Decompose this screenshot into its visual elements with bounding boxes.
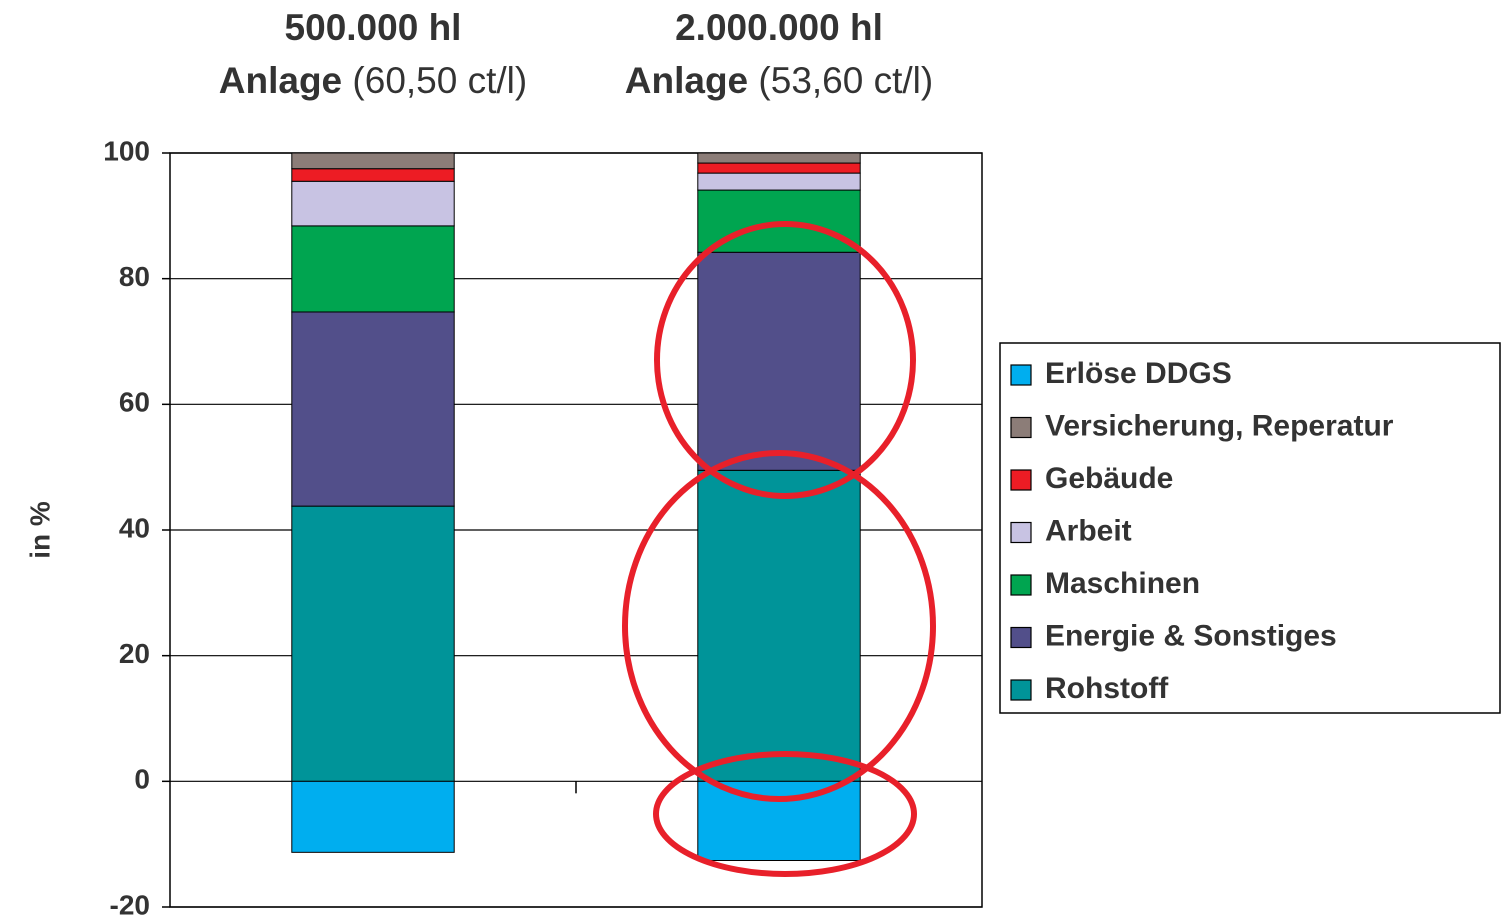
y-axis-label: in % <box>24 501 55 559</box>
category-note-text: (60,50 ct/l) <box>352 60 527 101</box>
legend-label: Arbeit <box>1045 514 1132 547</box>
legend-swatch <box>1010 574 1032 596</box>
plot: -20 0 20 40 60 80 100 <box>103 135 983 920</box>
plot-border <box>169 152 983 908</box>
category-note-text: (53,60 ct/l) <box>758 60 933 101</box>
legend-label: Maschinen <box>1045 567 1200 600</box>
y-tick-label: 100 <box>103 135 150 166</box>
bar-segment <box>697 469 861 782</box>
y-tick-label: 60 <box>119 387 150 418</box>
category-label: 500.000 hl <box>285 7 462 48</box>
legend-swatch <box>1010 364 1032 386</box>
bar-segment <box>291 225 455 313</box>
bar-segment <box>291 180 455 227</box>
category-note-bold: Anlage <box>625 60 748 101</box>
bar-segment <box>697 162 861 174</box>
legend-swatch <box>1010 679 1032 701</box>
bar-segment <box>291 311 455 507</box>
legend-swatch <box>1010 416 1032 439</box>
bar-segment <box>291 505 455 782</box>
legend-label: Versicherung, Reperatur <box>1045 409 1394 442</box>
legend-label: Erlöse DDGS <box>1045 357 1232 390</box>
legend-box <box>999 342 1501 714</box>
bar-segment <box>697 780 861 862</box>
y-tick-label: 0 <box>134 764 150 795</box>
legend-swatch <box>1010 469 1032 491</box>
category-note-bold: Anlage <box>219 60 342 101</box>
legend-swatch <box>1010 521 1032 544</box>
bar-segment <box>697 152 861 164</box>
y-tick-label: 40 <box>119 512 150 543</box>
category-note: Anlage (53,60 ct/l) <box>625 60 933 101</box>
category-label: 2.000.000 hl <box>675 7 883 48</box>
category-note: Anlage (60,50 ct/l) <box>219 60 527 101</box>
y-tick-label: 20 <box>119 638 150 669</box>
highlight-ellipse <box>653 751 917 877</box>
legend-label: Rohstoff <box>1045 672 1169 705</box>
highlight-ellipse <box>622 450 936 802</box>
legend-swatch <box>1010 626 1032 649</box>
legend-label: Gebäude <box>1045 462 1173 495</box>
bar-segment <box>291 780 455 853</box>
y-tick-label: -20 <box>110 889 150 920</box>
bar-segment <box>291 168 455 182</box>
bar-segment <box>291 152 455 170</box>
annotations <box>622 221 936 877</box>
highlight-ellipse <box>654 221 916 499</box>
bar-segment <box>697 172 861 191</box>
bar-segment <box>697 251 861 471</box>
y-tick-label: 80 <box>119 261 150 292</box>
legend-label: Energie & Sonstiges <box>1045 619 1337 652</box>
